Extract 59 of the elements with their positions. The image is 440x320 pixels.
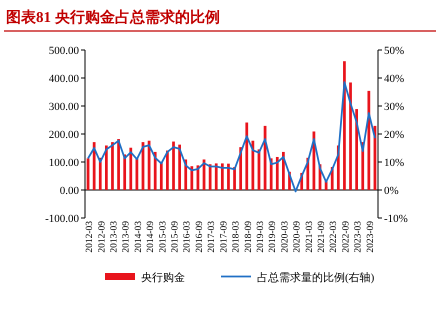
x-tick-label: 2019-09 [268,220,278,253]
chart-title: 图表81 央行购金占总需求的比例 [6,9,220,26]
x-tick-label: 2015-03 [158,220,168,253]
x-tick-label: 2014-09 [146,220,156,253]
bar [349,82,352,190]
y2-tick-label: 40% [384,73,404,85]
x-tick-label: 2013-09 [122,220,132,253]
bar [343,61,346,190]
x-tick-label: 2020-03 [280,220,290,253]
y-tick-label: -100.00 [45,213,80,225]
bar [86,158,90,190]
x-tick-label: 2017-03 [207,220,218,253]
x-tick-label: 2012-09 [97,220,108,253]
bar [166,150,169,190]
x-tick-label: 2020-09 [292,220,303,253]
bar [264,126,266,190]
x-tick-label: 2023-09 [366,220,376,253]
legend-label: 央行购金 [141,271,185,284]
y-tick-label: 0.00 [60,185,80,197]
y2-tick-label: 30% [384,101,404,113]
x-tick-label: 2015-09 [170,220,181,253]
y2-tick-label: 20% [384,129,404,141]
x-tick-label: 2021-09 [317,220,328,253]
y2-tick-label: 10% [384,157,404,169]
bar [233,167,236,190]
x-tick-label: 2022-09 [341,220,352,253]
y-tick-label: 300.00 [48,101,80,113]
x-tick-label: 2012-03 [85,220,96,253]
bar [196,165,200,190]
x-tick-label: 2017-09 [219,220,230,253]
x-tick-label: 2023-03 [354,220,364,253]
bar [111,142,114,190]
x-tick-label: 2021-03 [304,220,315,253]
x-tick-label: 2019-03 [256,220,266,253]
bar [178,144,181,190]
bar [148,140,150,190]
x-tick-label: 2022-03 [329,220,340,253]
x-tick-label: 2016-09 [194,220,205,253]
y2-tick-label: 50% [384,45,404,57]
bar [172,142,175,190]
y2-tick-label: -10% [384,213,408,225]
bar [142,142,144,190]
y-tick-label: 200.00 [48,129,80,141]
bar [117,139,120,190]
bar [136,158,138,190]
x-tick-label: 2018-03 [232,220,242,253]
legend-label: 占总需求量的比例(右轴) [257,271,375,284]
y-tick-label: 100.00 [48,157,80,169]
x-tick-label: 2016-03 [182,220,193,253]
bar [202,159,206,190]
y-tick-label: 400.00 [48,73,80,85]
bar [374,126,376,190]
y2-tick-label: 0% [384,185,399,197]
y-tick-label: 500.00 [48,45,80,57]
x-tick-label: 2018-09 [244,220,254,253]
bar [227,164,230,190]
x-tick-label: 2013-03 [109,220,120,253]
bar [258,149,260,190]
x-tick-label: 2014-03 [134,220,144,253]
